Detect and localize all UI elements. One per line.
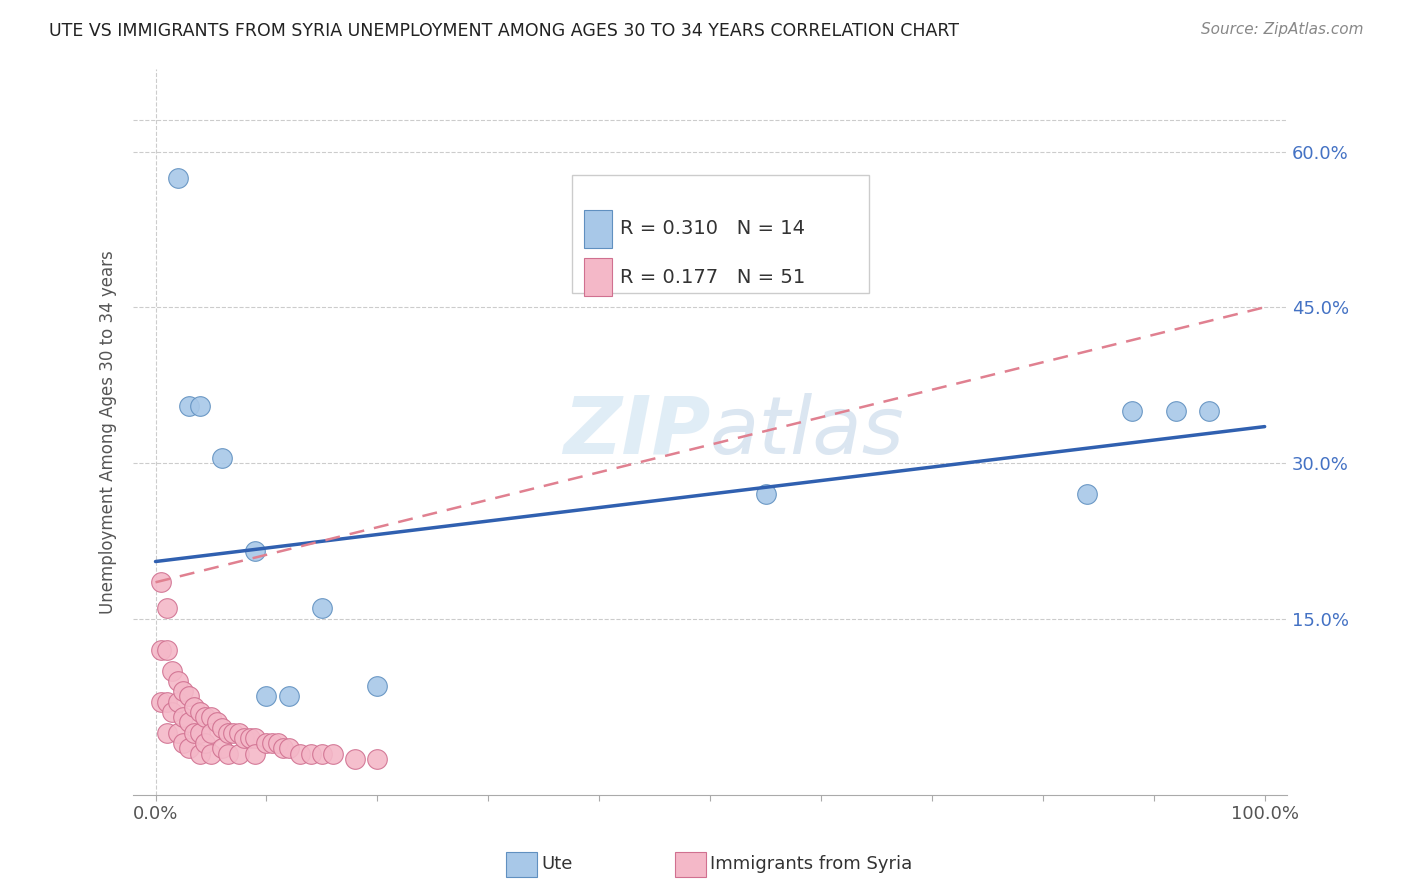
Point <box>211 721 233 735</box>
Point <box>266 736 288 750</box>
Point <box>1121 404 1143 418</box>
Point <box>211 450 233 465</box>
Point <box>1076 487 1098 501</box>
Text: Ute: Ute <box>541 855 572 873</box>
Point <box>277 741 299 756</box>
Point <box>194 736 217 750</box>
Point <box>288 747 311 761</box>
Point <box>188 399 211 413</box>
Point <box>188 705 211 719</box>
Point <box>1198 404 1220 418</box>
Point <box>183 699 205 714</box>
Point <box>311 601 333 615</box>
Point <box>344 752 367 766</box>
Point <box>245 747 267 761</box>
Point <box>155 695 177 709</box>
Y-axis label: Unemployment Among Ages 30 to 34 years: Unemployment Among Ages 30 to 34 years <box>100 250 117 614</box>
Text: Immigrants from Syria: Immigrants from Syria <box>710 855 912 873</box>
Point <box>245 544 267 558</box>
Text: Source: ZipAtlas.com: Source: ZipAtlas.com <box>1201 22 1364 37</box>
Point <box>205 715 228 730</box>
Point <box>194 710 217 724</box>
Point <box>155 726 177 740</box>
Point <box>155 642 177 657</box>
Point <box>245 731 267 745</box>
Point <box>254 736 277 750</box>
Point <box>311 747 333 761</box>
Point <box>166 695 188 709</box>
Point <box>228 747 250 761</box>
Point <box>150 575 173 590</box>
Point <box>160 705 183 719</box>
Point <box>217 747 239 761</box>
Point <box>172 710 194 724</box>
Point <box>260 736 283 750</box>
Point <box>172 736 194 750</box>
Point <box>177 399 200 413</box>
Point <box>188 747 211 761</box>
Point <box>299 747 322 761</box>
Point <box>150 642 173 657</box>
Point <box>188 726 211 740</box>
Point <box>271 741 294 756</box>
Point <box>172 684 194 698</box>
Point <box>1164 404 1187 418</box>
Text: UTE VS IMMIGRANTS FROM SYRIA UNEMPLOYMENT AMONG AGES 30 TO 34 YEARS CORRELATION : UTE VS IMMIGRANTS FROM SYRIA UNEMPLOYMEN… <box>49 22 959 40</box>
Point <box>366 679 388 693</box>
Text: ZIP: ZIP <box>562 392 710 471</box>
Point <box>322 747 344 761</box>
Point <box>277 690 299 704</box>
Point <box>166 673 188 688</box>
Point <box>155 601 177 615</box>
Point <box>211 741 233 756</box>
Point <box>754 487 776 501</box>
Point <box>233 731 256 745</box>
Point <box>183 726 205 740</box>
Point <box>200 710 222 724</box>
Text: R = 0.310   N = 14: R = 0.310 N = 14 <box>620 219 806 238</box>
Point <box>254 690 277 704</box>
Text: R = 0.177   N = 51: R = 0.177 N = 51 <box>620 268 806 286</box>
Point <box>228 726 250 740</box>
Point <box>222 726 245 740</box>
Point <box>200 726 222 740</box>
Point <box>239 731 262 745</box>
Point <box>150 695 173 709</box>
Point <box>177 741 200 756</box>
Point <box>166 170 188 185</box>
Point <box>160 664 183 678</box>
Point <box>217 726 239 740</box>
Point <box>177 715 200 730</box>
Point <box>366 752 388 766</box>
Point <box>166 726 188 740</box>
Point <box>200 747 222 761</box>
Text: atlas: atlas <box>710 392 905 471</box>
Point <box>177 690 200 704</box>
